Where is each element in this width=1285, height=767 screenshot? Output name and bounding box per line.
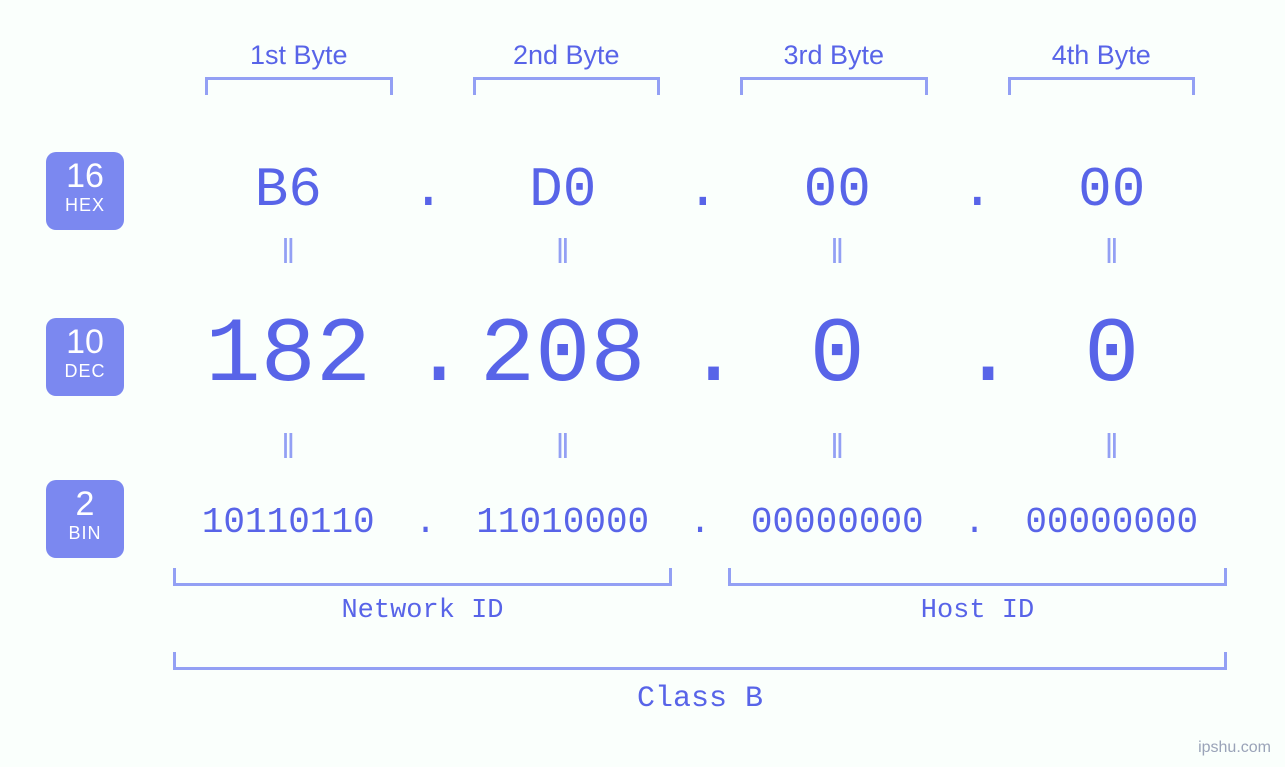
dec-row: 182 . 208 . 0 . 0 [165, 300, 1235, 410]
byte-headers-row: 1st Byte 2nd Byte 3rd Byte 4th Byte [165, 40, 1235, 110]
dot-separator: . [686, 158, 714, 222]
dec-byte-3: 0 [714, 303, 961, 408]
equals-icon: ǁ [989, 236, 1236, 274]
byte-header-4-label: 4th Byte [968, 40, 1236, 71]
host-id-group: Host ID [720, 568, 1235, 626]
byte-header-1: 1st Byte [165, 40, 433, 110]
class-label: Class B [637, 682, 763, 716]
byte-header-3: 3rd Byte [700, 40, 968, 110]
bracket-icon [728, 568, 1227, 586]
equals-icon: ǁ [714, 236, 961, 274]
byte-header-1-label: 1st Byte [165, 40, 433, 71]
bracket-icon [473, 77, 661, 95]
dec-byte-4: 0 [989, 303, 1236, 408]
equals-icon: ǁ [165, 431, 412, 469]
equals-row-2: ǁ ǁ ǁ ǁ [165, 430, 1235, 470]
bin-byte-3: 00000000 [714, 502, 961, 543]
network-id-group: Network ID [165, 568, 680, 626]
bin-byte-1: 10110110 [165, 502, 412, 543]
base-badge-bin: 2 BIN [46, 480, 124, 558]
equals-icon: ǁ [989, 431, 1236, 469]
dot-separator: . [412, 502, 440, 543]
dot-separator: . [961, 502, 989, 543]
badge-dec-num: 10 [46, 324, 124, 361]
equals-icon: ǁ [165, 236, 412, 274]
ip-diagram: 1st Byte 2nd Byte 3rd Byte 4th Byte 16 H… [0, 0, 1285, 767]
network-id-label: Network ID [341, 596, 503, 626]
hex-byte-4: 00 [989, 158, 1236, 222]
badge-hex-label: HEX [46, 195, 124, 216]
dot-separator: . [686, 502, 714, 543]
byte-header-3-label: 3rd Byte [700, 40, 968, 71]
hex-row: B6 . D0 . 00 . 00 [165, 155, 1235, 225]
badge-hex-num: 16 [46, 158, 124, 195]
bin-row: 10110110 . 11010000 . 00000000 . 0000000… [165, 495, 1235, 550]
byte-header-2: 2nd Byte [433, 40, 701, 110]
bracket-icon [1008, 77, 1196, 95]
dot-separator: . [961, 158, 989, 222]
equals-icon: ǁ [440, 236, 687, 274]
hex-byte-2: D0 [440, 158, 687, 222]
dec-byte-1: 182 [165, 303, 412, 408]
badge-bin-num: 2 [46, 486, 124, 523]
dot-separator: . [686, 303, 714, 408]
watermark: ipshu.com [1198, 739, 1271, 757]
equals-icon: ǁ [714, 431, 961, 469]
badge-dec-label: DEC [46, 361, 124, 382]
byte-header-2-label: 2nd Byte [433, 40, 701, 71]
dot-separator: . [412, 158, 440, 222]
dot-separator: . [412, 303, 440, 408]
class-group: Class B [165, 652, 1235, 716]
bracket-icon [173, 652, 1227, 670]
bracket-icon [205, 77, 393, 95]
host-id-label: Host ID [921, 596, 1034, 626]
id-group-row: Network ID Host ID [165, 568, 1235, 626]
badge-bin-label: BIN [46, 523, 124, 544]
byte-header-4: 4th Byte [968, 40, 1236, 110]
bin-byte-2: 11010000 [440, 502, 687, 543]
dec-byte-2: 208 [440, 303, 687, 408]
bin-byte-4: 00000000 [989, 502, 1236, 543]
dot-separator: . [961, 303, 989, 408]
hex-byte-3: 00 [714, 158, 961, 222]
equals-icon: ǁ [440, 431, 687, 469]
equals-row-1: ǁ ǁ ǁ ǁ [165, 235, 1235, 275]
bracket-icon [173, 568, 672, 586]
bracket-icon [740, 77, 928, 95]
base-badge-dec: 10 DEC [46, 318, 124, 396]
hex-byte-1: B6 [165, 158, 412, 222]
base-badge-hex: 16 HEX [46, 152, 124, 230]
